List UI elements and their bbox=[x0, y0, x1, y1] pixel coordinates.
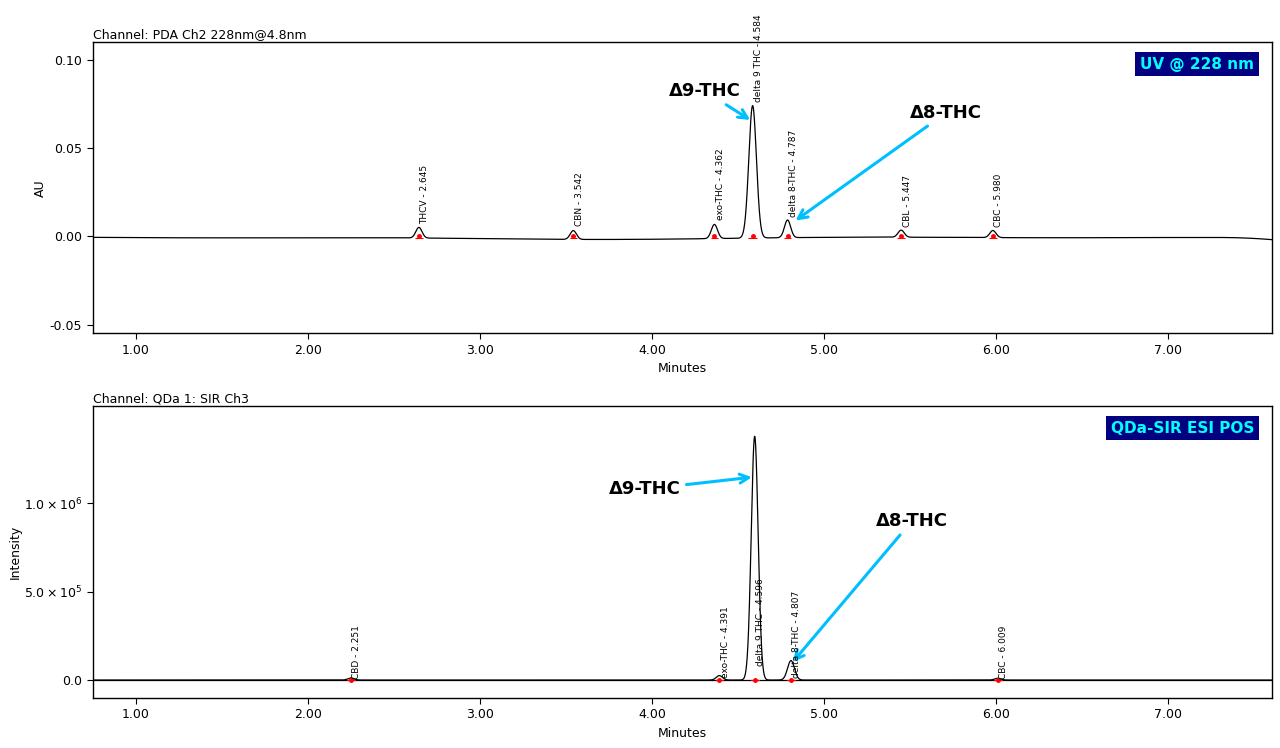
Text: Δ9-THC: Δ9-THC bbox=[669, 82, 748, 118]
Text: delta 8-THC - 4.787: delta 8-THC - 4.787 bbox=[788, 129, 797, 217]
Text: delta 8-THC - 4.807: delta 8-THC - 4.807 bbox=[792, 590, 801, 678]
Text: Channel: PDA Ch2 228nm@4.8nm: Channel: PDA Ch2 228nm@4.8nm bbox=[92, 28, 306, 41]
Text: Channel: QDa 1: SIR Ch3: Channel: QDa 1: SIR Ch3 bbox=[92, 392, 248, 405]
Text: CBC - 6.009: CBC - 6.009 bbox=[1000, 625, 1009, 678]
Text: Δ8-THC: Δ8-THC bbox=[795, 512, 947, 660]
X-axis label: Minutes: Minutes bbox=[658, 363, 707, 375]
X-axis label: Minutes: Minutes bbox=[658, 726, 707, 740]
Y-axis label: AU: AU bbox=[35, 179, 47, 197]
Text: delta 9 THC - 4.584: delta 9 THC - 4.584 bbox=[754, 14, 763, 102]
Text: CBL - 5.447: CBL - 5.447 bbox=[902, 176, 911, 227]
Text: exo-THC - 4.391: exo-THC - 4.391 bbox=[721, 607, 730, 678]
Text: THCV - 2.645: THCV - 2.645 bbox=[420, 165, 429, 224]
Text: QDa-SIR ESI POS: QDa-SIR ESI POS bbox=[1111, 421, 1254, 436]
Text: delta 9 THC - 4.596: delta 9 THC - 4.596 bbox=[756, 579, 765, 666]
Text: Δ8-THC: Δ8-THC bbox=[799, 104, 982, 218]
Text: Δ9-THC: Δ9-THC bbox=[609, 474, 749, 498]
Y-axis label: Intensity: Intensity bbox=[9, 525, 22, 579]
Text: CBC - 5.980: CBC - 5.980 bbox=[995, 174, 1004, 227]
Text: CBD - 2.251: CBD - 2.251 bbox=[352, 625, 361, 678]
Text: CBN - 3.542: CBN - 3.542 bbox=[575, 172, 584, 226]
Text: exo-THC - 4.362: exo-THC - 4.362 bbox=[716, 149, 724, 221]
Text: UV @ 228 nm: UV @ 228 nm bbox=[1140, 57, 1254, 72]
